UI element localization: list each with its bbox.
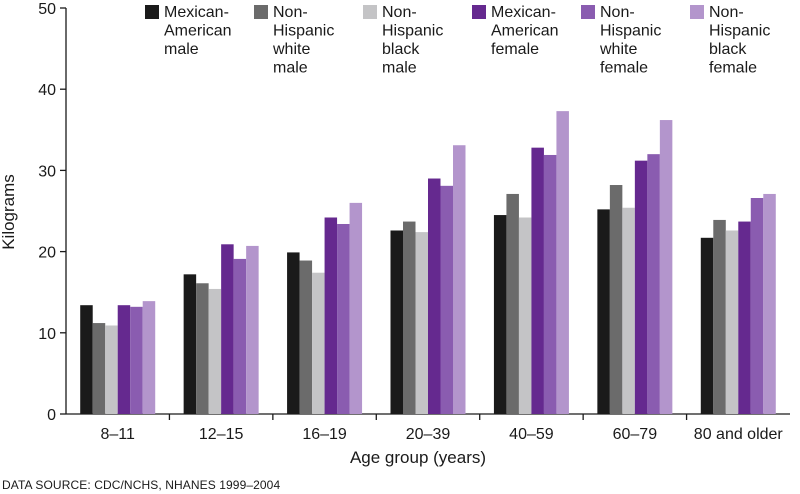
legend-label: Mexican- (164, 4, 229, 21)
legend-swatch (145, 5, 159, 19)
bar (700, 237, 714, 414)
legend-label: female (709, 60, 757, 77)
bar (105, 325, 118, 414)
x-tick-label: 80 and older (694, 426, 784, 443)
legend-label: Hispanic (273, 23, 334, 40)
legend-label: female (600, 60, 648, 77)
bar (233, 258, 247, 414)
bar (299, 260, 313, 414)
legend-label: female (491, 41, 539, 58)
bar (597, 209, 610, 414)
x-tick-label: 8–11 (101, 426, 136, 443)
legend-label: Non- (600, 4, 635, 21)
axes: 0 10 20 30 40 50 8–11 12–15 16–19 20–39 40–59 60–79… (38, 1, 790, 443)
bar (659, 120, 673, 414)
bar (440, 185, 453, 414)
bar (493, 215, 507, 414)
data-source-note: DATA SOURCE: CDC/NCHS, NHANES 1999–2004 (2, 478, 281, 492)
legend-label: Hispanic (709, 23, 770, 40)
x-tick-label: 12–15 (199, 426, 244, 443)
legend-label: male (273, 60, 308, 77)
bar (183, 274, 197, 414)
bar (403, 221, 416, 414)
legend-label: male (164, 41, 199, 58)
y-tick-label: 50 (38, 1, 56, 18)
x-axis-title: Age group (years) (350, 448, 486, 467)
legend: Mexican-AmericanmaleNon-Hispanicwhitemal… (145, 4, 770, 77)
legend-label: Hispanic (382, 23, 443, 40)
bar (428, 178, 441, 414)
legend-swatch (690, 5, 704, 19)
bar (543, 154, 557, 415)
bar (337, 223, 350, 414)
legend-label: American (164, 23, 232, 40)
bar (622, 207, 635, 414)
x-tick-label: 60–79 (613, 426, 658, 443)
bar (713, 219, 726, 414)
bar (117, 305, 131, 414)
bar (518, 217, 532, 414)
x-tick-label: 40–59 (509, 426, 554, 443)
bar (208, 288, 222, 414)
bar (324, 217, 338, 414)
bars (80, 111, 776, 415)
bar (647, 154, 660, 414)
bar (142, 301, 156, 414)
y-tick-label: 10 (38, 326, 56, 343)
bar (609, 185, 623, 414)
bar (246, 245, 259, 414)
legend-swatch (581, 5, 595, 19)
legend-label: white (272, 41, 310, 58)
y-tick-label: 20 (38, 245, 56, 262)
bar (312, 272, 325, 414)
bar (415, 232, 428, 414)
legend-label: Non- (709, 4, 744, 21)
bar (92, 323, 106, 414)
bar (287, 252, 300, 414)
legend-label: male (382, 60, 417, 77)
legend-swatch (254, 5, 268, 19)
bar (738, 221, 751, 414)
bar (349, 202, 363, 414)
bar (80, 305, 93, 414)
x-tick-label: 16–19 (302, 426, 347, 443)
bar (763, 193, 776, 414)
bar (221, 244, 234, 414)
legend-label: black (709, 41, 747, 58)
legend-label: Mexican- (491, 4, 556, 21)
bar (531, 147, 544, 414)
legend-label: Non- (382, 4, 417, 21)
bar (556, 111, 569, 415)
bar (453, 145, 466, 414)
x-tick-label: 20–39 (406, 426, 451, 443)
y-tick-label: 30 (38, 163, 56, 180)
legend-swatch (472, 5, 486, 19)
legend-label: black (382, 41, 420, 58)
legend-label: Hispanic (600, 23, 661, 40)
legend-label: American (491, 23, 559, 40)
legend-label: Non- (273, 4, 308, 21)
bar (130, 306, 143, 414)
y-tick-label: 40 (38, 82, 56, 99)
bar (725, 230, 739, 414)
y-axis-title: Kilograms (0, 174, 18, 250)
bar (196, 283, 209, 414)
bar (634, 160, 648, 414)
bar (750, 198, 764, 414)
legend-swatch (363, 5, 377, 19)
y-tick-label: 0 (47, 407, 56, 424)
bar (506, 193, 519, 414)
legend-label: white (599, 41, 637, 58)
bar (390, 230, 403, 414)
